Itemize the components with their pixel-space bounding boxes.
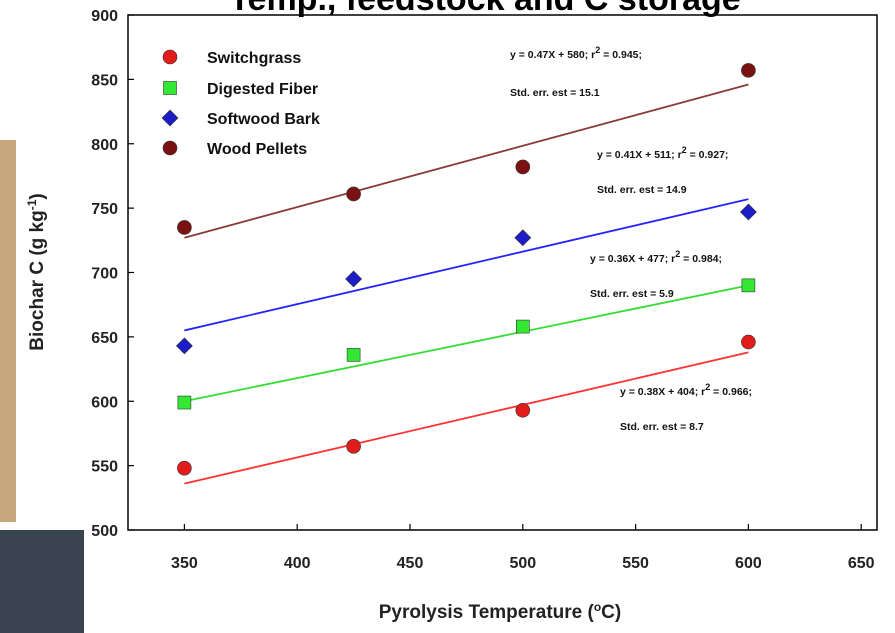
background-photo [0,530,84,633]
x-tick-label: 500 [509,555,536,572]
legend-marker [163,81,177,95]
fit-equation-part: = 0.966; [710,386,752,398]
data-point [515,402,531,418]
fit-equation-part: y = 0.38X + 404; r [620,386,705,398]
fit-equation: y = 0.41X + 511; r2 = 0.927; [597,145,728,161]
fit-equation-part: 2 [705,382,710,392]
data-point [514,229,532,247]
fit-equation-part: y = 0.41X + 511; r [597,149,682,161]
fit-line [184,83,749,239]
x-tick-label: 400 [284,555,311,572]
std-error: Std. err. est = 14.9 [597,184,687,196]
y-axis-label-part: -1 [25,199,39,210]
legend-marker [162,140,178,156]
legend-entry: Wood Pellets [162,140,307,158]
x-axis-label-part: C) [601,602,621,623]
fit-line [184,198,749,332]
x-tick-label: 650 [848,555,875,572]
y-tick-label: 500 [91,523,118,540]
y-tick-label: 550 [91,459,118,476]
data-point [177,460,192,476]
fit-equation-part: = 0.945; [600,49,642,61]
y-tick-label: 700 [91,266,118,283]
plot-area [127,14,878,531]
y-tick-label: 750 [91,201,118,218]
y-axis-label-part: ) [27,193,48,199]
fit-equation-part: 2 [682,145,687,155]
fit-equation-part: = 0.927; [687,149,729,161]
data-point [346,439,361,454]
fit-equation: y = 0.47X + 580; r2 = 0.945; [510,45,642,61]
fit-equation-part: 2 [595,45,600,55]
y-tick-label: 800 [91,137,118,154]
legend-label: Digested Fiber [207,81,318,98]
fit-equation-part: = 0.984; [680,253,722,265]
fit-equation-part: 2 [675,249,680,259]
y-tick-label: 900 [91,8,118,25]
fit-line [184,284,749,403]
data-point [177,220,192,235]
data-point [741,334,756,350]
fit-line [184,351,749,485]
x-axis-label-part: Pyrolysis Temperature ( [379,602,595,623]
x-axis-label-part: o [594,600,601,614]
fit-equation-part: y = 0.47X + 580; r [510,49,595,61]
x-tick-label: 350 [171,555,198,572]
std-error: Std. err. est = 15.1 [510,87,600,99]
data-point [516,319,530,334]
y-tick-label: 600 [91,394,118,411]
fit-equation: y = 0.36X + 477; r2 = 0.984; [590,249,722,265]
data-point [346,348,361,362]
data-point [177,395,192,410]
std-error: Std. err. est = 5.9 [590,288,674,300]
y-tick-label: 650 [91,330,118,347]
x-tick-label: 450 [397,555,424,572]
x-axis-label: Pyrolysis Temperature (oC) [379,600,621,623]
legend-label: Switchgrass [207,50,301,67]
fit-equation: y = 0.38X + 404; r2 = 0.966; [620,382,752,398]
legend-entry: Switchgrass [162,49,301,67]
legend-marker [162,49,178,65]
std-error: Std. err. est = 8.7 [620,421,704,433]
data-point [346,186,361,202]
data-point [345,270,363,288]
legend-entry: Digested Fiber [163,81,318,98]
y-tick-label: 850 [91,72,118,89]
data-point [741,278,756,293]
chart-title: Temp., feedstock and C storage [229,0,740,18]
y-axis-label: Biochar C (g kg-1) [25,193,48,350]
data-point [739,203,757,221]
legend-label: Softwood Bark [207,111,320,128]
background-photo [0,140,16,522]
y-axis-label-part: Biochar C (g kg [27,210,48,350]
data-point [515,159,531,175]
x-tick-label: 550 [622,555,649,572]
x-tick-label: 600 [735,555,762,572]
legend-entry: Softwood Bark [161,109,320,128]
fit-equation-part: y = 0.36X + 477; r [590,253,675,265]
data-point [741,63,756,78]
legend-label: Wood Pellets [207,141,307,158]
data-point [175,337,193,355]
legend-marker [161,109,179,127]
